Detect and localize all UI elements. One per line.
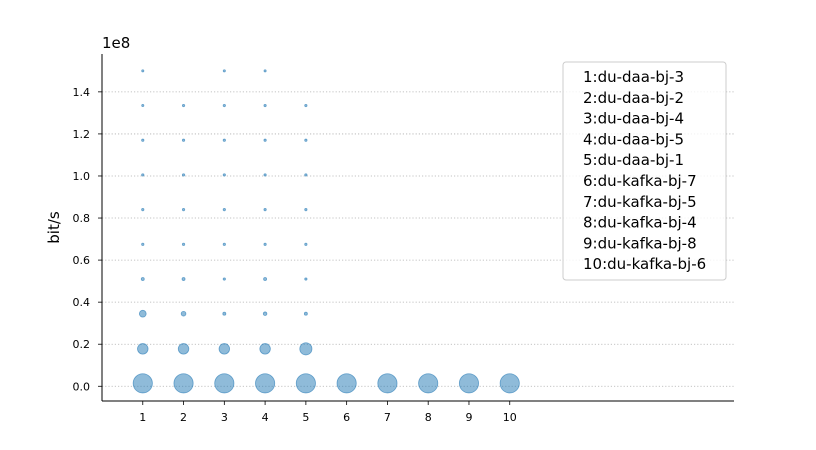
scatter-point (263, 208, 267, 212)
scatter-point (499, 373, 520, 394)
scatter-point (181, 103, 186, 108)
legend-entry: 4:du-daa-bj-5 (583, 130, 684, 148)
y-axis-label: bit/s (45, 211, 63, 244)
scatter-point (263, 138, 267, 142)
y-tick-label: 1.0 (73, 170, 91, 183)
legend-entry: 2:du-daa-bj-2 (583, 89, 684, 107)
legend-entry: 9:du-kafka-bj-8 (583, 234, 697, 252)
x-tick-label: 1 (139, 411, 146, 424)
scatter-point (181, 173, 186, 177)
legend-entry: 8:du-kafka-bj-4 (583, 214, 697, 232)
x-tick-label: 5 (302, 411, 309, 424)
scatter-point (255, 373, 276, 394)
scatter-point (304, 208, 308, 212)
scatter-points (132, 69, 520, 394)
y-tick-label: 1.4 (73, 86, 91, 99)
scatter-point (173, 373, 194, 394)
y-tick-label: 0.4 (73, 296, 91, 309)
ticks: 1 2 3 4 5 6 7 8 9 10 0.0 0.2 0.4 0.6 0.8 1.0 1.2 1.4 (73, 86, 517, 424)
scatter-point (295, 373, 316, 394)
y-tick-label: 0.0 (73, 380, 91, 393)
scatter-point (222, 138, 226, 142)
scatter-point (222, 242, 226, 246)
scatter-point (177, 343, 190, 355)
scatter-point (180, 310, 187, 317)
scatter-point (141, 138, 145, 142)
scatter-point (222, 69, 226, 73)
scatter-point (218, 343, 230, 355)
scatter-point (181, 242, 186, 246)
x-tick-label: 2 (180, 411, 187, 424)
scatter-point (132, 373, 153, 394)
legend-entry: 6:du-kafka-bj-7 (583, 172, 697, 190)
scatter-point (222, 208, 226, 212)
scatter-point (181, 277, 186, 281)
scatter-point (263, 173, 267, 177)
scatter-point (141, 242, 145, 246)
scatter-point (304, 242, 308, 246)
scatter-point (141, 69, 145, 73)
x-tick-label: 10 (503, 411, 517, 424)
scatter-point (263, 242, 267, 246)
scatter-point (222, 173, 226, 177)
x-tick-label: 3 (221, 411, 228, 424)
scatter-point (214, 373, 235, 394)
scatter-point (138, 309, 147, 318)
scatter-point (304, 103, 308, 108)
axes (101, 54, 734, 402)
scatter-point (263, 69, 267, 73)
scatter-point (141, 208, 145, 212)
legend-entry: 7:du-kafka-bj-5 (583, 193, 697, 211)
x-tick-label: 9 (465, 411, 472, 424)
scatter-point (181, 138, 186, 142)
legend-entry: 3:du-daa-bj-4 (583, 110, 684, 128)
y-offset-label: 1e8 (102, 34, 130, 52)
scatter-point (140, 277, 145, 281)
x-tick-label: 8 (425, 411, 432, 424)
scatter-point (299, 342, 313, 356)
legend-entry: 1:du-daa-bj-3 (583, 68, 684, 86)
legend-entry: 10:du-kafka-bj-6 (583, 255, 706, 273)
scatter-point (222, 277, 226, 281)
scatter-point (418, 373, 439, 394)
scatter-point (141, 173, 145, 177)
scatter-point (458, 373, 479, 394)
scatter-point (263, 277, 268, 281)
legend-box (562, 61, 727, 281)
scatter-point (222, 311, 227, 316)
scatter-point (262, 311, 268, 316)
scatter-point (181, 208, 186, 212)
scatter-point (263, 103, 267, 108)
legend: 1:du-daa-bj-3 2:du-daa-bj-2 3:du-daa-bj-4 4… (562, 61, 727, 281)
y-tick-label: 0.8 (73, 212, 91, 225)
scatter-point (303, 311, 308, 316)
scatter-point (304, 138, 308, 142)
x-tick-label: 4 (262, 411, 269, 424)
scatter-point (304, 277, 308, 281)
x-tick-label: 6 (343, 411, 350, 424)
scatter-point (377, 373, 398, 394)
y-tick-label: 1.2 (73, 128, 91, 141)
legend-entry: 5:du-daa-bj-1 (583, 151, 684, 169)
scatter-point (304, 173, 308, 177)
x-tick-label: 7 (384, 411, 391, 424)
scatter-point (141, 104, 145, 108)
y-tick-label: 0.6 (73, 254, 91, 267)
scatter-point (222, 103, 226, 108)
scatter-point (137, 343, 149, 355)
scatter-point (259, 343, 271, 355)
scatter-point (336, 373, 357, 394)
y-tick-label: 0.2 (73, 338, 91, 351)
